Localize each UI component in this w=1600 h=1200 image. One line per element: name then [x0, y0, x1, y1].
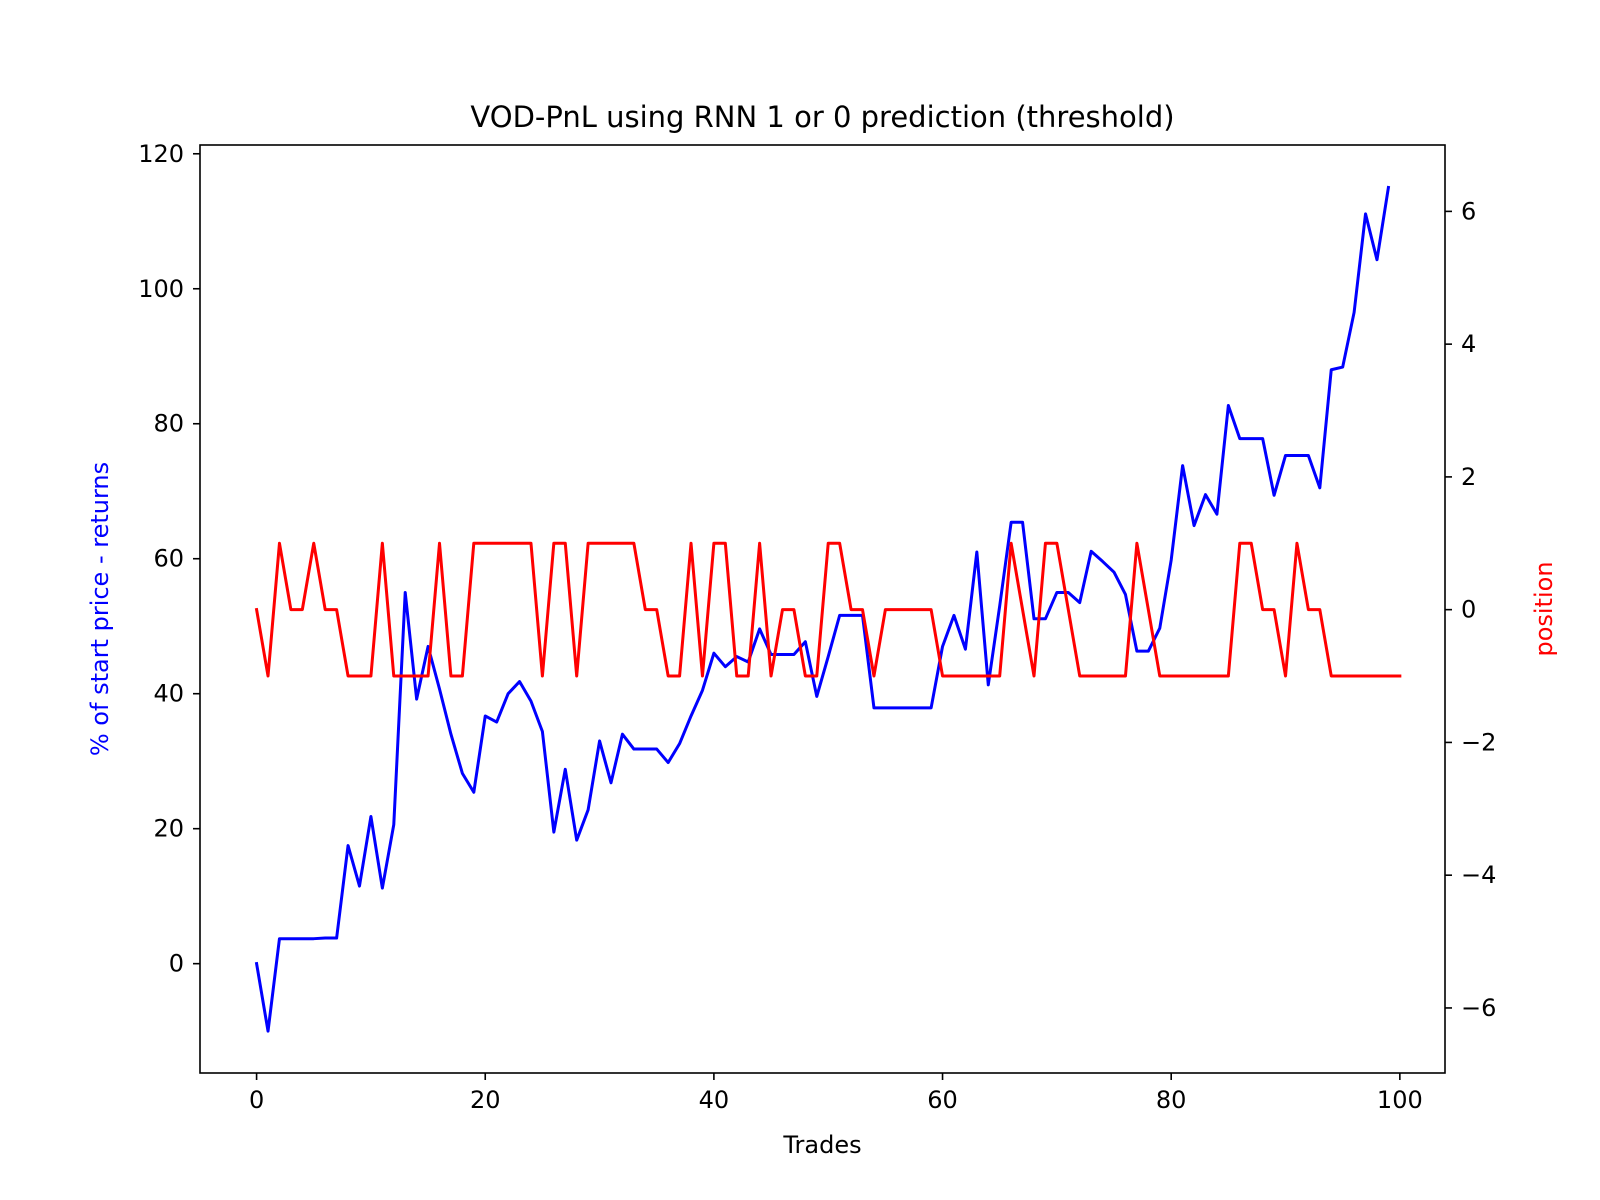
x-axis: 0 20 40 60 80 100	[249, 1073, 1423, 1114]
y-left-tick-label: 80	[153, 410, 184, 438]
x-tick-label: 40	[699, 1086, 730, 1114]
y-axis-right: −6 −4 −2 0 2 4 6	[1445, 197, 1496, 1022]
x-tick-label: 20	[470, 1086, 501, 1114]
y-left-tick-label: 40	[153, 680, 184, 708]
y-right-tick-label: −2	[1461, 728, 1496, 756]
y-axis-left: 0 20 40 60 80 100 120	[138, 140, 200, 978]
y-right-tick-label: 4	[1461, 330, 1476, 358]
position-series-line	[254, 541, 1402, 678]
y-right-tick-label: 2	[1461, 463, 1476, 491]
y-left-tick-label: 100	[138, 275, 184, 303]
y-left-tick-label: 0	[169, 950, 184, 978]
y-right-tick-label: 6	[1461, 197, 1476, 225]
y-right-tick-label: −6	[1461, 994, 1496, 1022]
y-left-tick-label: 60	[153, 545, 184, 573]
x-tick-label: 60	[927, 1086, 958, 1114]
y-right-tick-label: −4	[1461, 861, 1496, 889]
chart-title: VOD-PnL using RNN 1 or 0 prediction (thr…	[470, 100, 1174, 134]
y-left-tick-label: 20	[153, 815, 184, 843]
returns-series-line	[254, 185, 1391, 1033]
y-right-tick-label: 0	[1461, 596, 1476, 624]
x-tick-label: 0	[249, 1086, 264, 1114]
x-tick-label: 100	[1377, 1086, 1423, 1114]
y-axis-title-left: % of start price - returns	[86, 462, 114, 756]
x-tick-label: 80	[1156, 1086, 1187, 1114]
y-left-tick-label: 120	[138, 140, 184, 168]
series-layer	[254, 185, 1402, 1033]
y-axis-title-right: position	[1530, 561, 1558, 656]
x-axis-title: Trades	[782, 1131, 861, 1159]
